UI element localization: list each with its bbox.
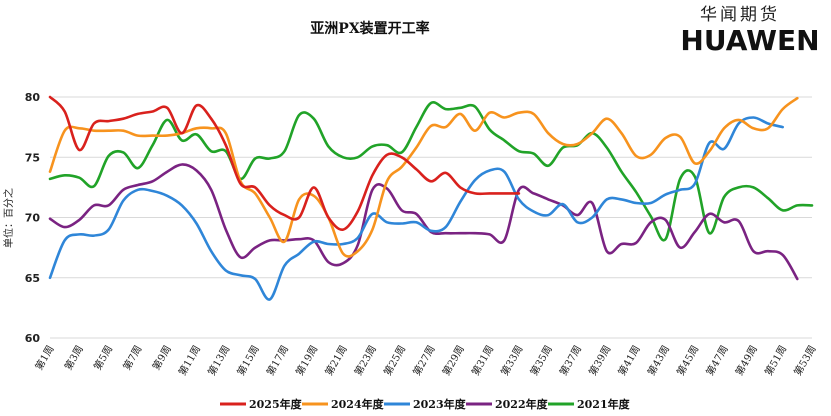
legend-label: 2021年度 <box>577 397 631 411</box>
y-tick-70: 70 <box>25 212 41 225</box>
series-line-2021年度 <box>48 101 814 242</box>
y-tick-65: 65 <box>25 272 40 285</box>
x-tick-label: 第15周 <box>234 343 262 378</box>
series-lines <box>48 95 814 301</box>
x-tick-label: 第31周 <box>469 343 497 378</box>
y-tick-80: 80 <box>25 91 41 104</box>
chart-title: 亚洲PX装置开工率 <box>310 20 429 37</box>
gridlines <box>50 96 812 339</box>
logo-english-text: HUAWEN <box>680 24 819 57</box>
logo-chinese-text: 华闻期货 <box>700 5 780 25</box>
x-tick-label: 第39周 <box>586 343 614 378</box>
x-tick-label: 第25周 <box>381 343 409 378</box>
x-tick-label: 第47周 <box>703 343 731 378</box>
huawen-logo: 华闻期货 HUAWEN <box>680 5 819 57</box>
series-line-2025年度 <box>48 95 521 231</box>
series-line-2024年度 <box>48 96 799 258</box>
x-tick-label: 第19周 <box>293 343 321 378</box>
x-tick-labels: 第1周 第3周 第5周 第7周 第9周 第11周 第13周 第15周 第17周 第19周 第21周第… <box>32 343 818 378</box>
y-tick-60: 60 <box>25 332 41 345</box>
x-tick-label: 第9周 <box>149 343 173 372</box>
y-tick-labels: 60 65 70 75 80 <box>25 91 41 345</box>
x-tick-label: 第7周 <box>120 343 144 372</box>
x-tick-label: 第49周 <box>732 343 760 378</box>
x-tick-label: 第45周 <box>674 343 702 378</box>
series-line-2022年度 <box>48 163 799 281</box>
y-axis-label: 单位：百分之 <box>2 188 15 248</box>
legend-label: 2025年度 <box>249 397 303 411</box>
x-tick-label: 第53周 <box>791 343 819 378</box>
x-tick-label: 第3周 <box>61 343 85 372</box>
x-tick-label: 第11周 <box>176 343 204 378</box>
y-tick-75: 75 <box>25 151 40 164</box>
x-tick-label: 第29周 <box>439 343 467 378</box>
x-tick-label: 第33周 <box>498 343 526 378</box>
series-line-2023年度 <box>48 116 784 301</box>
x-tick-label: 第21周 <box>322 343 350 378</box>
legend-label: 2023年度 <box>413 397 467 411</box>
legend-label: 2024年度 <box>331 397 385 411</box>
x-tick-label: 第27周 <box>410 343 438 378</box>
x-tick-label: 第51周 <box>762 343 790 378</box>
x-tick-label: 第43周 <box>644 343 672 378</box>
x-tick-label: 第1周 <box>32 343 56 372</box>
x-tick-label: 第13周 <box>205 343 233 378</box>
legend-label: 2022年度 <box>495 397 549 411</box>
x-tick-label: 第41周 <box>615 343 643 378</box>
x-tick-label: 第35周 <box>527 343 555 378</box>
legend: 2025年度 2024年度 2023年度 2022年度 2021年度 <box>220 397 631 411</box>
x-tick-label: 第23周 <box>351 343 379 378</box>
x-tick-label: 第17周 <box>263 343 291 378</box>
x-tick-label: 第5周 <box>91 343 115 372</box>
x-tick-label: 第37周 <box>557 343 585 378</box>
